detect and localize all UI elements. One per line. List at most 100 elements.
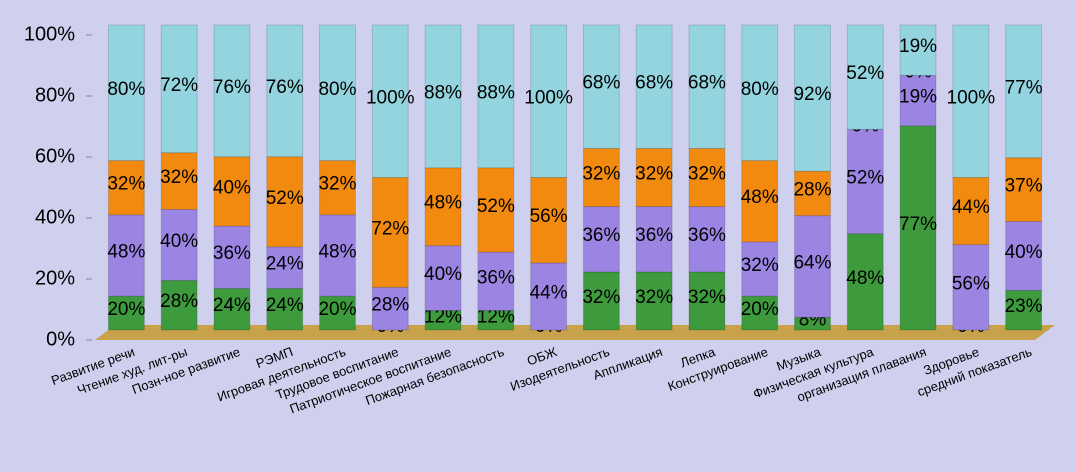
bar-segment [952, 177, 990, 246]
bar-segment [899, 74, 937, 127]
value-label: 32% [688, 164, 726, 185]
bar-segment [582, 271, 620, 331]
value-label: 23% [1005, 296, 1043, 317]
bar-segment [107, 24, 145, 162]
bar-segment [160, 24, 198, 154]
bar-segment [582, 206, 620, 273]
value-label: 24% [213, 295, 251, 316]
value-label: 24% [266, 295, 304, 316]
value-label: 100% [947, 87, 996, 108]
value-label: 12% [424, 306, 462, 327]
y-tick-label: 20% [35, 267, 75, 289]
value-label: 72% [160, 75, 198, 96]
bar-segment [213, 287, 251, 331]
bar-segment [582, 24, 620, 149]
value-label: 52% [266, 188, 304, 209]
bar-segment [635, 24, 673, 149]
value-label: 32% [582, 164, 620, 185]
bar-segment [371, 24, 409, 178]
value-label: 40% [424, 264, 462, 285]
bar-segment [530, 177, 568, 264]
value-label: 48% [424, 193, 462, 214]
bar-segment [899, 125, 937, 331]
value-label: 56% [952, 273, 990, 294]
bar-segment [794, 170, 831, 217]
bar-segment [424, 167, 462, 247]
value-label: 24% [266, 254, 304, 275]
bar-segment [477, 24, 515, 169]
value-label: 37% [1005, 176, 1043, 197]
y-tick-label: 80% [35, 84, 75, 106]
bar-segment [635, 147, 673, 208]
value-label: 48% [846, 268, 884, 289]
value-label: 64% [793, 252, 831, 273]
value-label: 19% [899, 36, 937, 57]
value-label: 52% [846, 63, 884, 84]
value-label: 32% [741, 255, 779, 276]
value-label: 32% [688, 287, 726, 308]
bar-segment [266, 246, 304, 289]
bar-segment [741, 241, 779, 297]
bar-segment [635, 206, 673, 273]
bar-segment [371, 286, 409, 331]
bar-segment [319, 214, 356, 297]
value-label: 76% [266, 77, 304, 98]
value-label: 32% [582, 287, 620, 308]
value-label: 32% [107, 174, 145, 195]
value-label: 32% [635, 287, 673, 308]
value-label: 52% [477, 196, 515, 217]
value-label: 80% [318, 79, 356, 100]
value-label: 20% [318, 299, 356, 320]
y-tick-label: 0% [46, 328, 75, 350]
bar-segment [530, 262, 568, 331]
bar-segment [266, 24, 304, 158]
value-label: 52% [846, 168, 884, 189]
value-label: 100% [524, 87, 573, 108]
value-label: 92% [793, 84, 831, 105]
bar-segment [424, 24, 462, 169]
value-label: 36% [213, 243, 251, 264]
value-label: 20% [107, 299, 145, 320]
value-label: 36% [635, 225, 673, 246]
value-label: 36% [582, 225, 620, 246]
bar-segment [794, 215, 831, 318]
bar-segment [213, 225, 251, 289]
value-label: 28% [793, 179, 831, 200]
bar-segment [1005, 289, 1043, 331]
bar-segment [846, 233, 884, 331]
bar-segment [371, 177, 409, 288]
value-label: 40% [1005, 242, 1043, 263]
bar-segment [319, 24, 356, 162]
value-label: 80% [107, 79, 145, 100]
value-label: 19% [899, 87, 937, 108]
value-label: 77% [899, 214, 937, 235]
bar-segment [1005, 157, 1043, 222]
value-label: 36% [688, 225, 726, 246]
value-label: 76% [213, 77, 251, 98]
value-label: 56% [530, 206, 568, 227]
bar-segment [846, 24, 884, 130]
value-label: 32% [635, 164, 673, 185]
bar-segment [477, 251, 515, 312]
value-label: 28% [371, 295, 409, 316]
bar-segment [846, 128, 884, 235]
value-label: 68% [582, 73, 620, 94]
bar-segment [477, 167, 515, 253]
bar-segment [688, 206, 726, 273]
bar-segment [213, 24, 251, 158]
value-label: 44% [530, 282, 568, 303]
value-label: 48% [107, 241, 145, 262]
value-label: 77% [1005, 77, 1043, 98]
value-label: 80% [741, 79, 779, 100]
bar-segment [530, 24, 568, 178]
value-label: 88% [477, 82, 515, 103]
value-label: 28% [160, 291, 198, 312]
value-label: 48% [318, 241, 356, 262]
bar-segment [107, 214, 145, 297]
value-label: 32% [318, 174, 356, 195]
value-label: 20% [741, 299, 779, 320]
bar-segment [319, 295, 356, 331]
bar-segment [794, 24, 831, 172]
value-label: 72% [371, 218, 409, 239]
